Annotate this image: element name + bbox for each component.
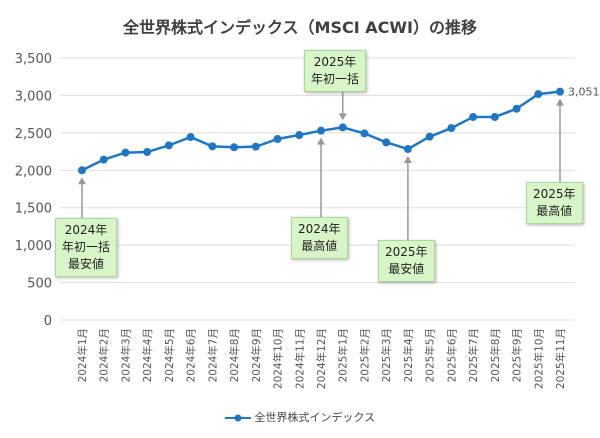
x-tick-label: 2025年7月	[467, 328, 480, 382]
x-tick-label: 2025年2月	[358, 328, 371, 382]
x-tick-label: 2025年6月	[445, 328, 458, 382]
annotation-box: 2024年 最高値	[291, 217, 348, 259]
annotation-box: 2025年 最安値	[378, 240, 435, 282]
data-point	[360, 129, 369, 138]
y-tick-label: 3,500	[15, 52, 52, 67]
x-tick-label: 2025年3月	[380, 328, 393, 382]
x-tick-label: 2025年9月	[511, 328, 524, 382]
data-point	[273, 134, 282, 143]
x-tick-label: 2025年1月	[337, 328, 350, 382]
annotation-box: 2025年 最高値	[526, 182, 583, 224]
y-tick-label: 3,000	[15, 89, 52, 104]
data-point	[425, 132, 434, 141]
annotation-box: 2025年 年初一括	[304, 50, 367, 92]
chart-title: 全世界株式インデックス（MSCI ACWI）の推移	[123, 18, 477, 37]
data-point	[186, 133, 195, 142]
data-point	[534, 90, 543, 99]
data-point	[512, 104, 521, 113]
data-point	[403, 145, 412, 154]
y-tick-label: 2,000	[15, 164, 52, 179]
x-tick-label: 2024年3月	[119, 328, 132, 382]
y-tick-label: 500	[27, 277, 52, 292]
x-tick-label: 2024年8月	[228, 328, 241, 382]
arrow-head	[78, 177, 86, 185]
x-tick-label: 2025年5月	[424, 328, 437, 382]
x-tick-label: 2025年8月	[489, 328, 502, 382]
x-tick-label: 2024年9月	[250, 328, 263, 382]
x-tick-label: 2025年10月	[532, 328, 545, 389]
legend: 全世界株式インデックス	[0, 409, 600, 425]
data-label: 3,051	[568, 86, 600, 99]
legend-marker	[224, 414, 251, 422]
x-tick-label: 2024年11月	[293, 328, 306, 389]
x-tick-label: 2024年5月	[163, 328, 176, 382]
data-point	[295, 131, 304, 140]
y-tick-label: 1,500	[15, 202, 52, 217]
x-tick-label: 2024年12月	[315, 328, 328, 389]
arrow-head	[403, 156, 412, 164]
x-tick-label: 2024年4月	[141, 328, 154, 382]
data-point	[490, 113, 499, 122]
annotation-box: 2024年 年初一括 最安値	[55, 218, 118, 277]
data-point	[338, 123, 347, 132]
data-point	[469, 113, 478, 122]
arrow-head	[317, 137, 325, 145]
data-point	[382, 138, 391, 147]
y-tick-label: 2,500	[15, 127, 52, 142]
data-point	[317, 126, 325, 135]
x-tick-label: 2025年11月	[554, 328, 567, 389]
data-point	[143, 148, 152, 157]
x-tick-label: 2025年4月	[402, 328, 415, 382]
data-point	[556, 87, 564, 96]
data-point	[447, 124, 456, 133]
x-tick-label: 2024年2月	[98, 328, 111, 382]
data-point	[99, 155, 108, 164]
x-tick-label: 2024年10月	[272, 328, 285, 389]
legend-label: 全世界株式インデックス	[254, 411, 376, 424]
x-tick-label: 2024年6月	[185, 328, 198, 382]
data-point	[208, 142, 217, 151]
x-tick-label: 2024年7月	[206, 328, 219, 382]
data-point	[78, 166, 86, 175]
y-tick-label: 1,000	[15, 239, 52, 254]
data-point	[251, 142, 260, 151]
x-tick-label: 2024年1月	[76, 328, 89, 382]
arrow-head	[556, 98, 564, 106]
data-point	[164, 141, 173, 150]
data-point	[121, 148, 130, 157]
arrow-head	[338, 113, 347, 121]
y-tick-label: 0	[44, 314, 52, 329]
data-point	[230, 143, 239, 152]
